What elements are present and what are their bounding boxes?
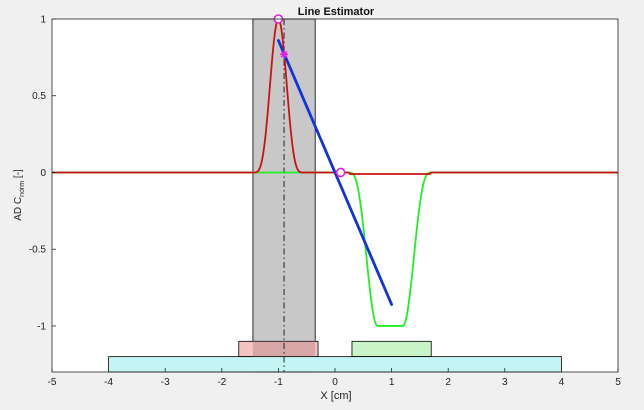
x-axis-label: X [cm]: [320, 390, 351, 402]
y-tick-label: 0.5: [32, 91, 46, 102]
light-green-box: [351, 340, 432, 358]
chart-title: Line Estimator: [298, 6, 375, 18]
x-tick-label: 4: [559, 377, 565, 388]
x-tick-label: -1: [274, 377, 283, 388]
x-tick-label: 0: [332, 377, 338, 388]
y-tick-label: -1: [37, 321, 46, 332]
circle-marker: [335, 167, 346, 178]
axes-layer: -5 -4 -3 -2 -1 0 1 2 3 4 5 -1 -0.5 0 0.5 1: [29, 15, 621, 389]
x-tick-label: 5: [615, 377, 621, 388]
y-axis-label-subscript: norm: [19, 181, 26, 197]
line-layer: [52, 17, 618, 372]
star-marker: [280, 50, 289, 59]
y-axis-label: AD Cnorm [-]: [13, 169, 26, 221]
plot-area: [52, 19, 618, 372]
x-tick-label: -2: [217, 377, 226, 388]
blue-estimator-line: [276, 39, 394, 306]
y-axis-label-unit: [-]: [13, 169, 24, 181]
y-tick-label: -0.5: [29, 245, 47, 256]
x-tick-label: -4: [104, 377, 113, 388]
x-tick-label: 2: [445, 377, 451, 388]
x-tick-label: 3: [502, 377, 508, 388]
x-tick-label: -5: [48, 377, 57, 388]
y-tick-label: 0: [40, 168, 46, 179]
y-axis-label-main: AD C: [13, 197, 24, 221]
x-tick-label: -3: [161, 377, 170, 388]
y-tick-label: 1: [40, 15, 46, 26]
x-tick-label: 1: [389, 377, 395, 388]
